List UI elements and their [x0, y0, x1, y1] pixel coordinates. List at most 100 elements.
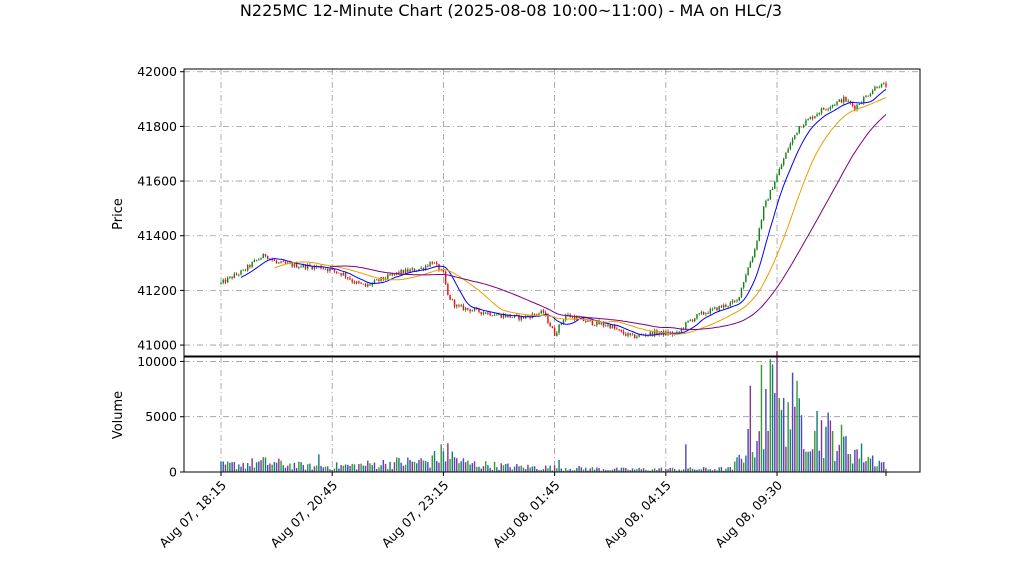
candle-body [831, 105, 834, 107]
candle-body [765, 200, 767, 207]
candle-body [467, 307, 469, 310]
candle-body [262, 254, 264, 259]
candle-body [585, 321, 587, 322]
candle-body [843, 96, 845, 103]
volume-bar [453, 457, 456, 472]
candle-body [362, 283, 365, 285]
volume-bar [278, 458, 280, 472]
candle-body [471, 310, 474, 312]
candle-body [360, 282, 362, 284]
volume-bar [682, 469, 685, 472]
candle-body [338, 272, 340, 274]
candle-body [845, 96, 847, 102]
volume-bar [740, 458, 743, 472]
volume-bar [605, 470, 607, 472]
volume-bar [478, 466, 480, 472]
candle-body [404, 269, 407, 274]
volume-bar [242, 462, 244, 472]
candle-body [246, 265, 249, 271]
volume-bar [249, 466, 251, 472]
volume-bar [491, 469, 494, 472]
volume-bar [371, 465, 373, 472]
volume-bar [709, 469, 712, 472]
volume-bar [338, 468, 340, 472]
volume-bar [251, 458, 253, 472]
candle-body [291, 263, 293, 267]
candle-body [827, 108, 829, 110]
candle-body [351, 279, 353, 282]
volume-bar [802, 449, 805, 472]
candle-body [333, 269, 336, 272]
candle-body [807, 118, 809, 121]
volume-bar [427, 462, 429, 472]
candle-body [567, 314, 569, 316]
candle-body [687, 320, 689, 323]
volume-bar [613, 468, 616, 472]
candlesticks [220, 81, 887, 339]
candle-body [451, 299, 454, 301]
volume-bar [707, 469, 709, 472]
volume-bar [858, 458, 861, 472]
candle-body [282, 261, 284, 263]
volume-bar [656, 469, 658, 472]
candle-body [358, 281, 360, 283]
candle-body [600, 322, 603, 325]
candle-body [609, 324, 611, 329]
volume-bar [331, 469, 333, 472]
volume-bar [760, 364, 763, 472]
volume-bar [413, 461, 416, 472]
volume-bar [373, 462, 376, 472]
volume-bar [471, 463, 474, 472]
volume-bar [451, 451, 454, 472]
volume-bar [273, 461, 276, 472]
price-tick-label: 41000 [137, 338, 177, 353]
volume-bar [447, 443, 449, 472]
candle-body [749, 262, 752, 268]
candle-body [269, 258, 271, 260]
volume-bar [791, 372, 794, 472]
candle-body [751, 256, 754, 263]
volume-bar [384, 463, 387, 472]
candle-body [876, 86, 878, 88]
candle-body [729, 302, 732, 306]
volume-bar [771, 364, 774, 472]
volume-bar [476, 466, 478, 472]
chart-title: N225MC 12-Minute Chart (2025-08-08 10:00… [240, 1, 782, 20]
volume-bar [369, 463, 371, 472]
volume-bar [433, 450, 436, 472]
volume-bar [364, 465, 367, 472]
candle-body [402, 270, 405, 274]
volume-bar [725, 468, 727, 472]
volume-tick-label: 10000 [137, 354, 177, 369]
volume-bar [587, 470, 589, 472]
candle-body [382, 277, 385, 280]
volume-bar [235, 469, 238, 472]
candle-body [364, 284, 367, 287]
volume-bar [275, 462, 278, 472]
volume-bar [798, 398, 800, 472]
volume-bar [438, 462, 440, 472]
volume-bar [691, 468, 694, 472]
candle-body [264, 254, 267, 257]
candle-body [462, 305, 465, 310]
volume-bar [867, 456, 869, 472]
volume-bar [511, 469, 514, 472]
candle-body [342, 272, 345, 276]
candle-body [458, 305, 460, 307]
volume-bar [580, 467, 583, 472]
volume-bar [375, 468, 378, 472]
candle-body [371, 282, 373, 286]
volume-bar [498, 469, 500, 472]
volume-bar [329, 469, 331, 472]
volume-bar [722, 470, 725, 472]
candle-body [631, 334, 634, 336]
volume-bar [467, 460, 469, 472]
candle-body [255, 259, 258, 261]
volume-bar [591, 467, 594, 472]
volume-bar [565, 467, 567, 472]
candle-body [400, 270, 402, 274]
volume-bar [315, 465, 318, 472]
volume-bar [747, 429, 749, 472]
candle-body [375, 279, 378, 281]
volume-bar [229, 462, 231, 472]
